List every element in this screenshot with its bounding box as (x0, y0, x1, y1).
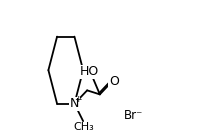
Text: O: O (109, 75, 119, 88)
Text: Br⁻: Br⁻ (124, 109, 143, 122)
Text: N: N (70, 97, 79, 110)
Text: CH₃: CH₃ (73, 122, 94, 132)
Text: HO: HO (80, 65, 99, 78)
Text: +: + (74, 95, 81, 104)
